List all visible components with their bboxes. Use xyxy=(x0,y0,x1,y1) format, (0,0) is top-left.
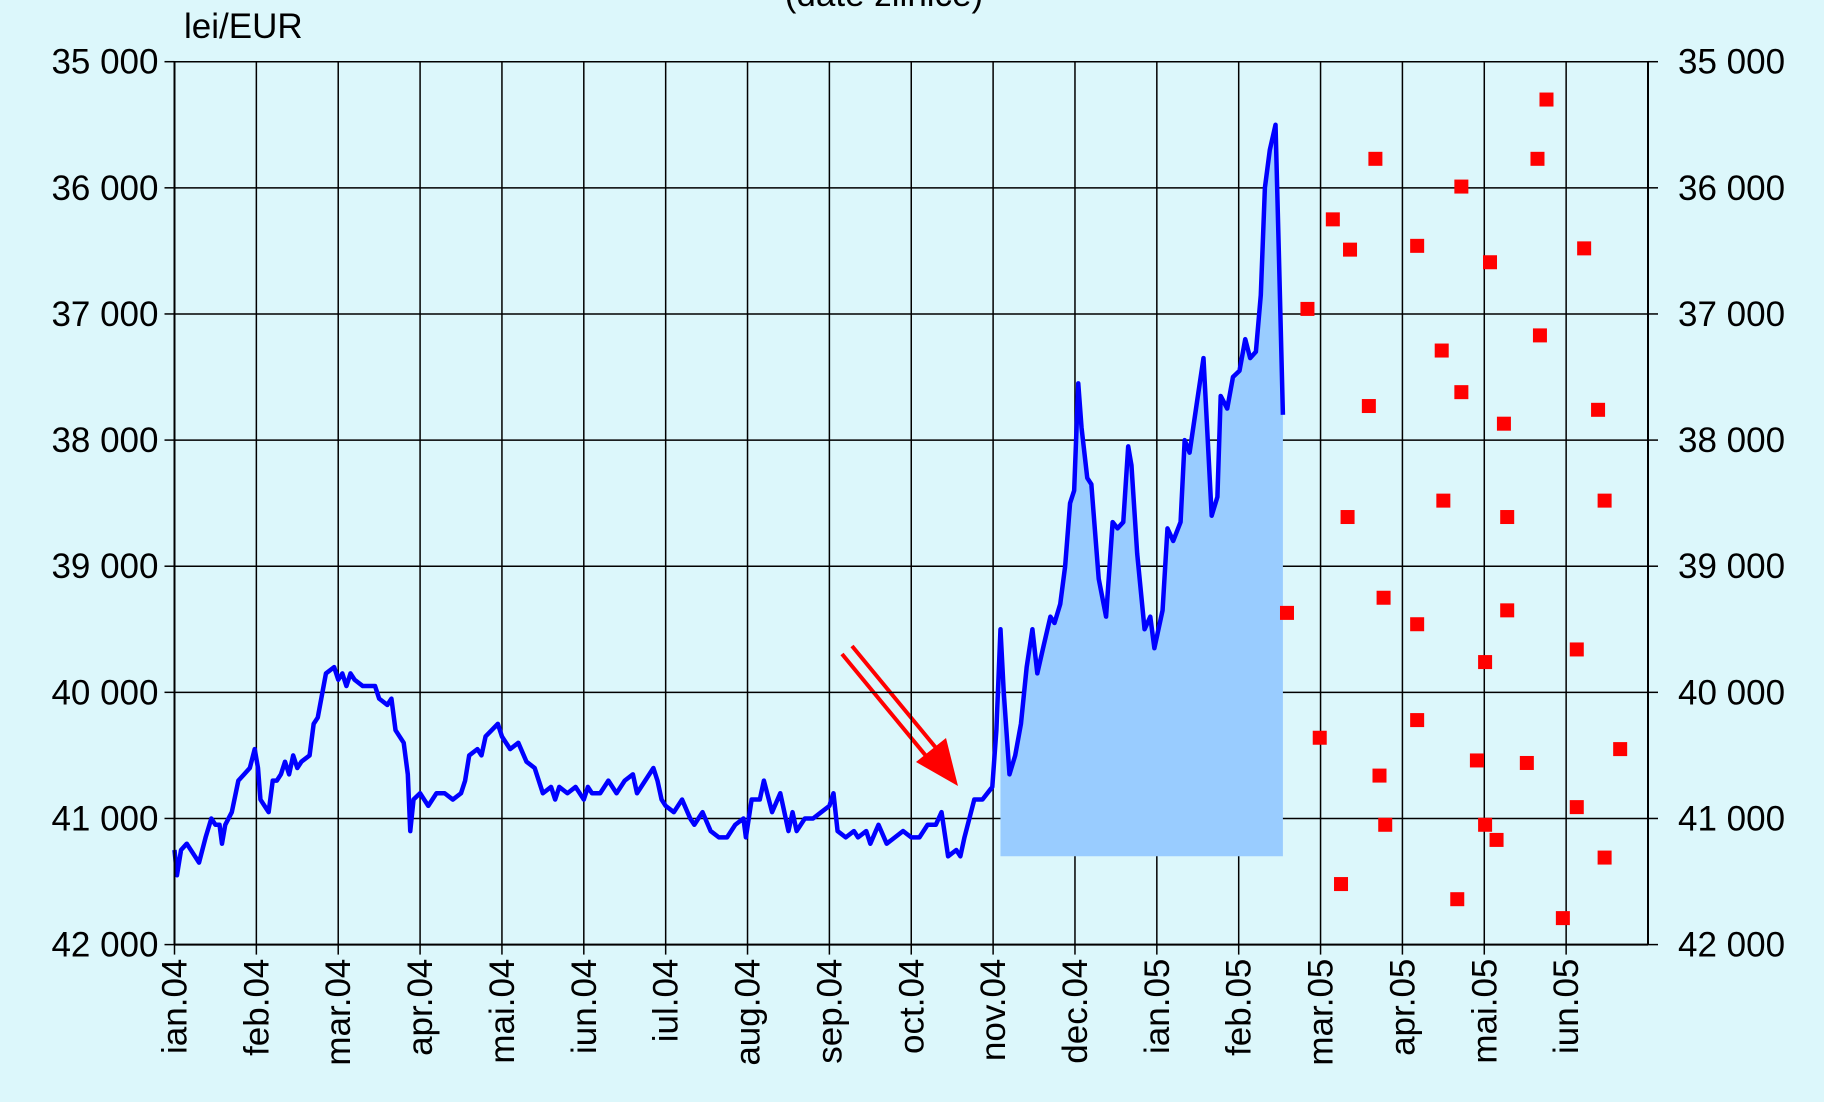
x-tick-label: nov.04 xyxy=(974,959,1013,1062)
y-axis-label: lei/EUR xyxy=(184,7,303,46)
x-tick-label: iul.04 xyxy=(647,959,686,1043)
y2-tick-label: 42 000 xyxy=(1678,926,1785,965)
y-tick-label: 40 000 xyxy=(51,673,158,712)
y2-tick-label: 37 000 xyxy=(1678,295,1785,334)
marker xyxy=(1597,493,1612,508)
marker xyxy=(1496,416,1511,431)
x-tick-label: feb.05 xyxy=(1220,959,1259,1056)
y-tick-label: 41 000 xyxy=(51,799,158,838)
marker xyxy=(1300,301,1315,316)
y-tick-label: 38 000 xyxy=(51,421,158,460)
arrow-shaft xyxy=(850,644,948,762)
y2-tick-label: 35 000 xyxy=(1678,43,1785,82)
grid xyxy=(173,60,1648,946)
x-tick-label: mar.04 xyxy=(319,959,358,1066)
marker xyxy=(1478,817,1493,832)
marker xyxy=(1410,713,1425,728)
y-tick-label: 39 000 xyxy=(51,547,158,586)
marker xyxy=(1489,832,1504,847)
data xyxy=(172,92,1628,926)
marker xyxy=(1343,242,1358,257)
x-tick-label: apr.05 xyxy=(1383,959,1422,1056)
x-tick-label: ian.04 xyxy=(156,959,195,1054)
marker xyxy=(1539,92,1554,107)
y-tick-label: 36 000 xyxy=(51,169,158,208)
marker xyxy=(1597,850,1612,865)
x-tick-label: mai.04 xyxy=(483,959,522,1064)
y-tick-label: 35 000 xyxy=(51,43,158,82)
marker xyxy=(1569,642,1584,657)
marker xyxy=(1500,510,1515,525)
line xyxy=(172,122,1286,878)
chart-subtitle: (date zilnice) xyxy=(785,0,983,14)
x-tick-label: feb.04 xyxy=(237,959,276,1056)
marker xyxy=(1591,402,1606,417)
marker xyxy=(1312,730,1327,745)
x-tick-label: mai.05 xyxy=(1465,959,1504,1064)
marker xyxy=(1279,605,1294,620)
marker xyxy=(1454,179,1469,194)
marker xyxy=(1530,151,1545,166)
marker xyxy=(1555,911,1570,926)
marker xyxy=(1450,892,1465,907)
y2-tick-label: 41 000 xyxy=(1678,799,1785,838)
marker xyxy=(1500,603,1515,618)
marker xyxy=(1478,655,1493,670)
marker xyxy=(1378,817,1393,832)
area xyxy=(1000,124,1283,857)
arrow-annotation xyxy=(840,644,958,786)
marker xyxy=(1483,255,1498,270)
x-tick-label: iun.04 xyxy=(565,959,604,1054)
y2-tick-label: 36 000 xyxy=(1678,169,1785,208)
marker xyxy=(1469,753,1484,768)
marker xyxy=(1410,238,1425,253)
y-tick-label: 37 000 xyxy=(51,295,158,334)
x-tick-label: sep.04 xyxy=(810,959,849,1064)
axes: 35 000 36 000 37 000 38 000 39 000 40 000 41 0… xyxy=(51,43,1785,1066)
marker xyxy=(1361,399,1376,414)
marker xyxy=(1368,151,1383,166)
y2-tick-label: 40 000 xyxy=(1678,673,1785,712)
marker xyxy=(1334,877,1349,892)
x-tick-label: apr.04 xyxy=(401,959,440,1056)
y-tick-label: 42 000 xyxy=(51,926,158,965)
marker xyxy=(1532,328,1547,343)
marker xyxy=(1325,212,1340,227)
marker xyxy=(1436,493,1451,508)
y2-tick-label: 38 000 xyxy=(1678,421,1785,460)
marker xyxy=(1454,385,1469,400)
x-tick-label: aug.04 xyxy=(729,959,768,1066)
arrow-head xyxy=(916,738,958,786)
x-tick-label: mar.05 xyxy=(1302,959,1341,1066)
marker xyxy=(1577,241,1592,256)
x-tick-label: oct.04 xyxy=(892,959,931,1054)
x-tick-label: iun.05 xyxy=(1547,959,1586,1054)
x-tick-label: ian.05 xyxy=(1138,959,1177,1054)
x-tick-label: dec.04 xyxy=(1056,959,1095,1064)
marker xyxy=(1376,590,1391,605)
y2-tick-label: 39 000 xyxy=(1678,547,1785,586)
marker xyxy=(1434,343,1449,358)
marker xyxy=(1519,755,1534,770)
arrow-shaft xyxy=(840,652,938,770)
marker xyxy=(1613,742,1628,757)
marker xyxy=(1340,510,1355,525)
marker xyxy=(1569,800,1584,815)
marker xyxy=(1410,617,1425,632)
marker xyxy=(1372,768,1387,783)
